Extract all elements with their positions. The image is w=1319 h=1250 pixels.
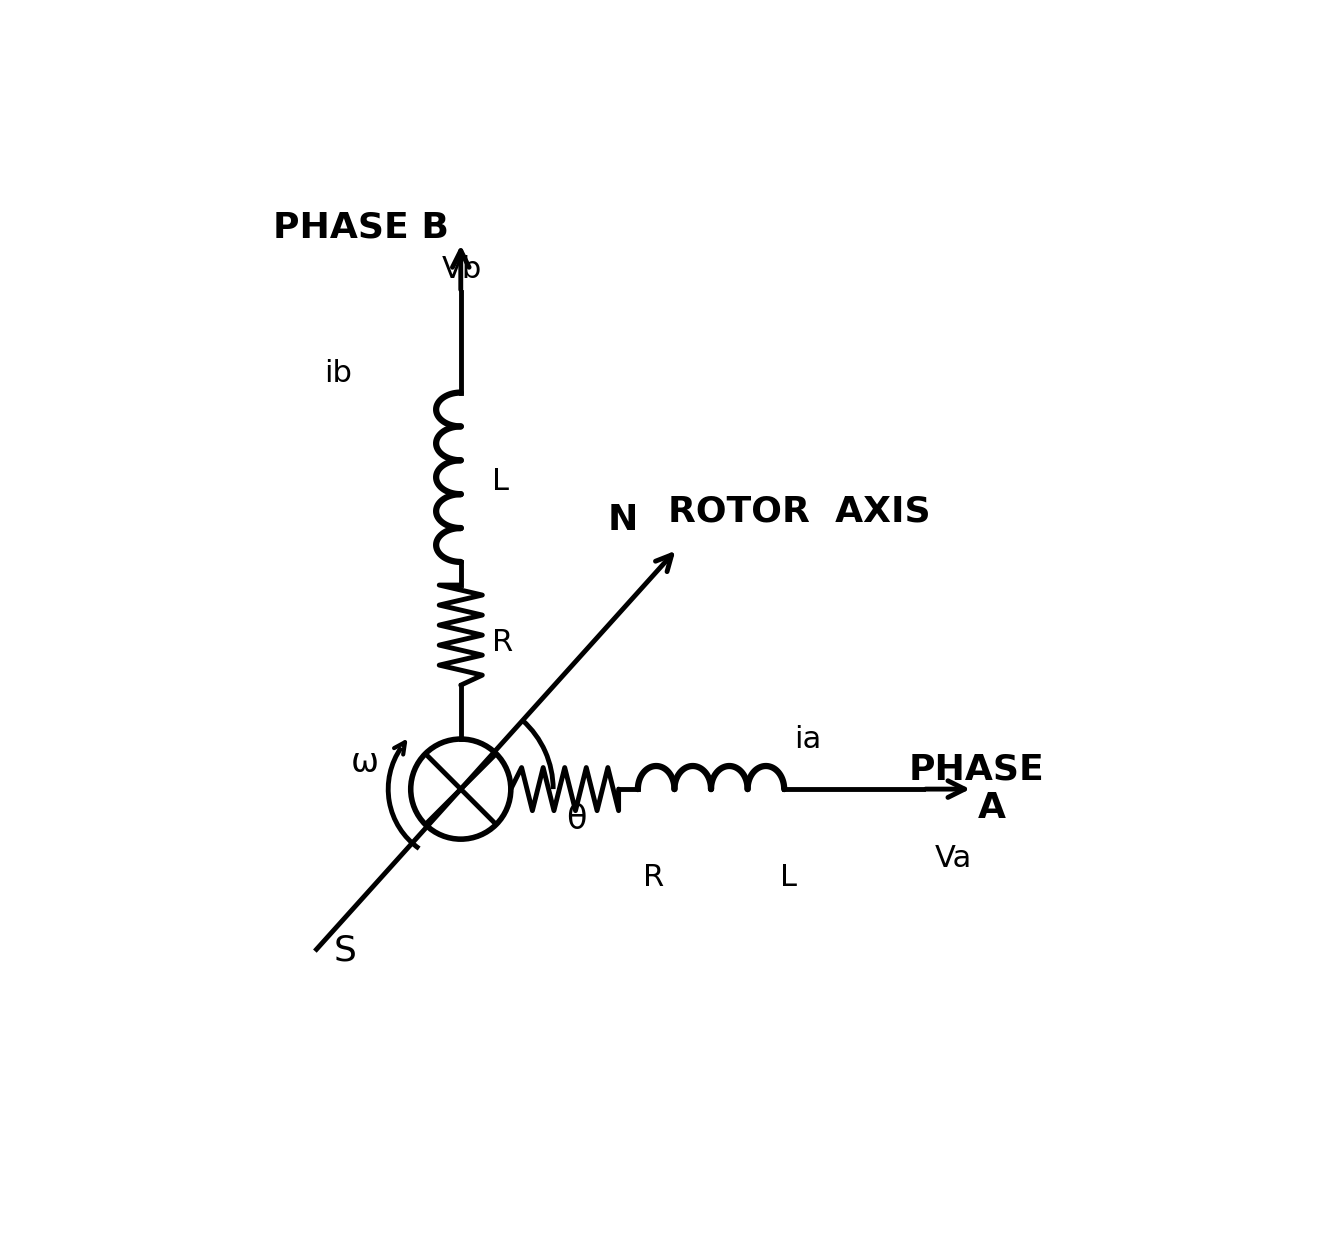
Text: ib: ib	[323, 359, 351, 388]
Text: ω: ω	[351, 746, 379, 779]
Text: Va: Va	[935, 844, 972, 872]
Text: L: L	[780, 864, 797, 892]
Text: θ: θ	[566, 804, 587, 836]
Text: A: A	[979, 791, 1006, 825]
Text: N: N	[607, 503, 637, 536]
Text: L: L	[492, 466, 509, 495]
Text: R: R	[642, 864, 663, 892]
Text: Vb: Vb	[442, 255, 481, 284]
Text: R: R	[492, 629, 513, 658]
Text: ia: ia	[794, 725, 820, 754]
Text: ROTOR  AXIS: ROTOR AXIS	[669, 495, 931, 529]
Text: PHASE B: PHASE B	[273, 210, 448, 244]
Text: PHASE: PHASE	[909, 752, 1045, 786]
Text: S: S	[334, 934, 356, 968]
